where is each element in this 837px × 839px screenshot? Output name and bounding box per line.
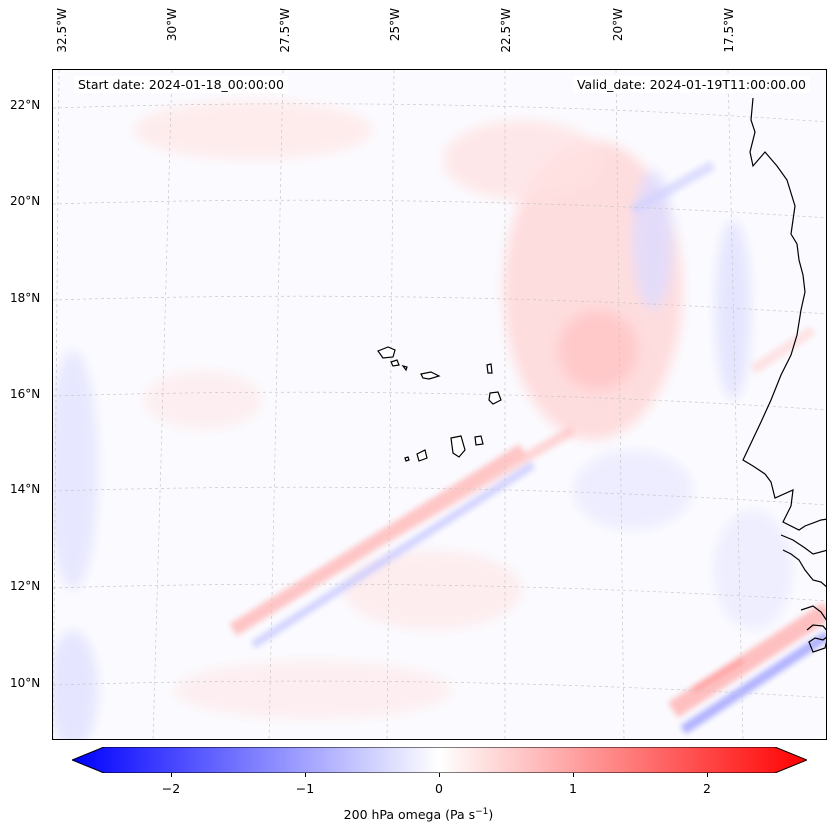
lon-label-17-5w: 17.5°W (722, 8, 736, 53)
colorbar (72, 747, 807, 773)
start-date-label: Start date: 2024-01-18_00:00:00 (74, 76, 288, 93)
colorbar-unit: Pa s (450, 807, 476, 823)
colorbar-field-name: 200 hPa omega (343, 807, 442, 823)
lat-label-16n: 16°N (10, 387, 41, 401)
omega-field (53, 70, 826, 739)
omega-shading (53, 70, 826, 739)
lat-label-12n: 12°N (10, 579, 41, 593)
lon-label-30w: 30°W (165, 8, 179, 42)
map-panel[interactable] (52, 69, 827, 740)
colorbar-tick-m1 (305, 773, 306, 777)
colorbar-label-m2: −2 (161, 781, 181, 796)
colorbar-label-2: 2 (703, 781, 711, 796)
lat-label-20n: 20°N (10, 194, 41, 208)
africa-coastline (742, 97, 826, 653)
lon-label-25w: 25°W (388, 8, 402, 42)
lon-label-22-5w: 22.5°W (499, 8, 513, 53)
valid-date-label: Valid_date: 2024-01-19T11:00:00.00 (572, 76, 810, 93)
colorbar-label-m1: −1 (295, 781, 315, 796)
omega-bands (229, 160, 826, 735)
lat-label-18n: 18°N (10, 291, 41, 305)
lat-label-10n: 10°N (10, 676, 41, 690)
colorbar-unit-exponent: −1 (475, 807, 489, 817)
lat-label-22n: 22°N (10, 98, 41, 112)
colorbar-tick-2 (707, 773, 708, 777)
cape-verde-islands (377, 346, 502, 462)
lat-label-14n: 14°N (10, 482, 41, 496)
colorbar-title: 200 hPa omega (Pa s−1) (343, 807, 494, 823)
colorbar-tick-m2 (171, 773, 172, 777)
lon-label-20w: 20°W (611, 8, 625, 42)
graticule (53, 70, 826, 739)
colorbar-tick-0 (439, 773, 440, 777)
colorbar-label-0: 0 (435, 781, 443, 796)
colorbar-label-1: 1 (569, 781, 577, 796)
lon-label-32-5w: 32.5°W (55, 8, 69, 53)
colorbar-tick-1 (573, 773, 574, 777)
lon-label-27-5w: 27.5°W (278, 8, 292, 53)
